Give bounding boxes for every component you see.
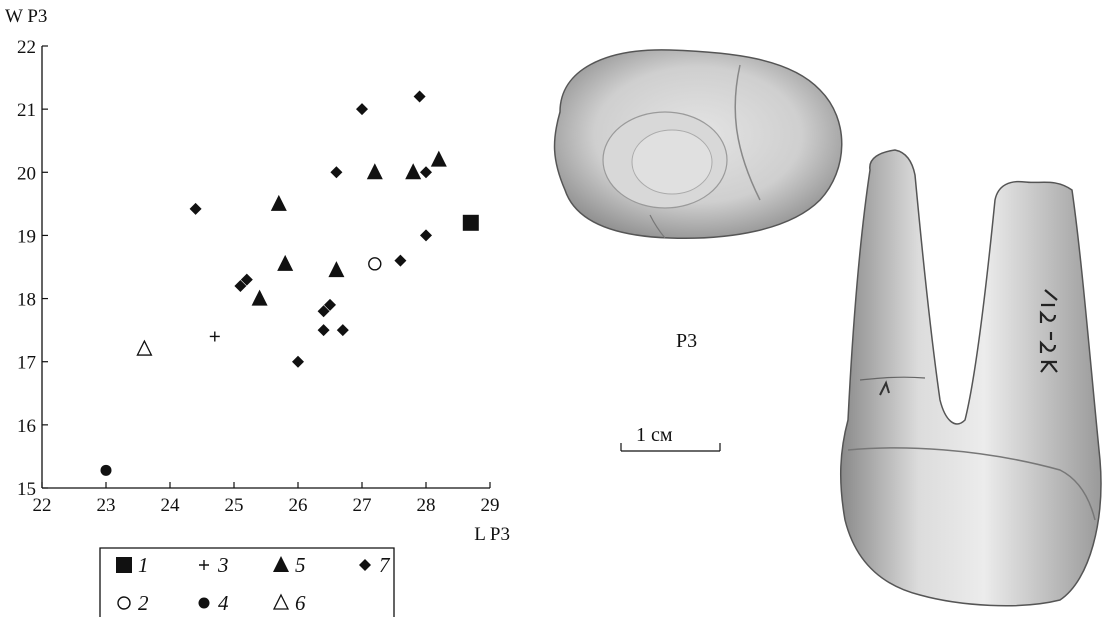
y-axis-label: W P3 [5, 6, 47, 27]
axes: 22 23 24 25 26 27 28 29 15 16 17 18 19 20 21 22 W P3 L P3 [5, 6, 510, 545]
legend-marker-2 [117, 596, 131, 610]
legend: 1 3 5 7 2 4 6 [99, 547, 395, 617]
data-point-series-3 [209, 331, 220, 342]
data-point-series-6 [136, 339, 153, 356]
legend-marker-1 [116, 557, 132, 573]
data-point-series-1 [462, 214, 479, 231]
data-point-series-7 [292, 355, 304, 368]
data-point-series-7 [317, 324, 330, 337]
x-tick-label: 22 [33, 495, 52, 516]
x-tick-label: 28 [417, 495, 436, 516]
y-tick-label: 21 [17, 100, 36, 121]
data-point-series-5 [430, 150, 447, 167]
x-tick-label: 26 [289, 495, 308, 516]
x-tick-label: 24 [161, 495, 181, 516]
y-tick-label: 17 [17, 353, 36, 374]
specimen-inscription-handwriting [1039, 289, 1058, 373]
legend-box [99, 547, 395, 617]
data-point-series-7 [420, 229, 432, 242]
legend-marker-7 [359, 559, 371, 571]
data-point-series-5 [366, 163, 383, 180]
x-tick-label: 27 [353, 495, 372, 516]
x-axis-label: L P3 [474, 524, 510, 545]
photo-label: P3 [676, 330, 698, 352]
tooth-root-photo [840, 149, 1102, 607]
legend-label-7: 7 [379, 553, 391, 577]
data-point-series-7 [189, 202, 202, 215]
scale-bar-label: 1 см [636, 424, 673, 446]
y-tick-label: 19 [17, 226, 36, 247]
data-point-series-5 [270, 194, 287, 211]
data-point-series-7 [420, 166, 432, 179]
y-tick-label: 18 [17, 290, 36, 311]
legend-label-6: 6 [295, 591, 306, 615]
data-point-series-7 [324, 298, 336, 311]
legend-marker-5 [273, 556, 289, 572]
data-point-series-7 [336, 324, 349, 337]
x-tick-label: 29 [481, 495, 500, 516]
tooth-crown-photo [553, 49, 843, 239]
data-point-series-7 [413, 90, 426, 103]
legend-marker-4 [198, 597, 210, 609]
legend-label-2: 2 [138, 591, 149, 615]
legend-label-3: 3 [217, 553, 229, 577]
y-tick-label: 15 [17, 479, 36, 500]
y-tick-label: 16 [17, 416, 36, 437]
legend-label-1: 1 [138, 553, 149, 577]
data-point-series-7 [240, 273, 253, 286]
legend-label-4: 4 [218, 591, 229, 615]
legend-marker-6 [272, 593, 290, 610]
data-point-series-7 [394, 254, 407, 267]
x-tick-label: 25 [225, 495, 244, 516]
data-point-series-5 [251, 289, 268, 306]
data-point-series-5 [328, 261, 345, 278]
data-point-series-5 [405, 163, 422, 180]
y-tick-label: 20 [17, 163, 36, 184]
legend-label-5: 5 [295, 553, 306, 577]
y-tick-label: 22 [17, 37, 36, 58]
x-tick-label: 23 [97, 495, 116, 516]
data-point-series-7 [234, 279, 247, 292]
legend-marker-3 [199, 560, 209, 570]
data-points [100, 90, 479, 476]
data-point-series-7 [317, 305, 330, 318]
data-point-series-7 [330, 166, 343, 179]
data-point-series-7 [356, 103, 368, 116]
data-point-series-5 [277, 254, 294, 271]
data-point-series-4 [100, 464, 112, 476]
data-point-series-2 [368, 257, 382, 271]
